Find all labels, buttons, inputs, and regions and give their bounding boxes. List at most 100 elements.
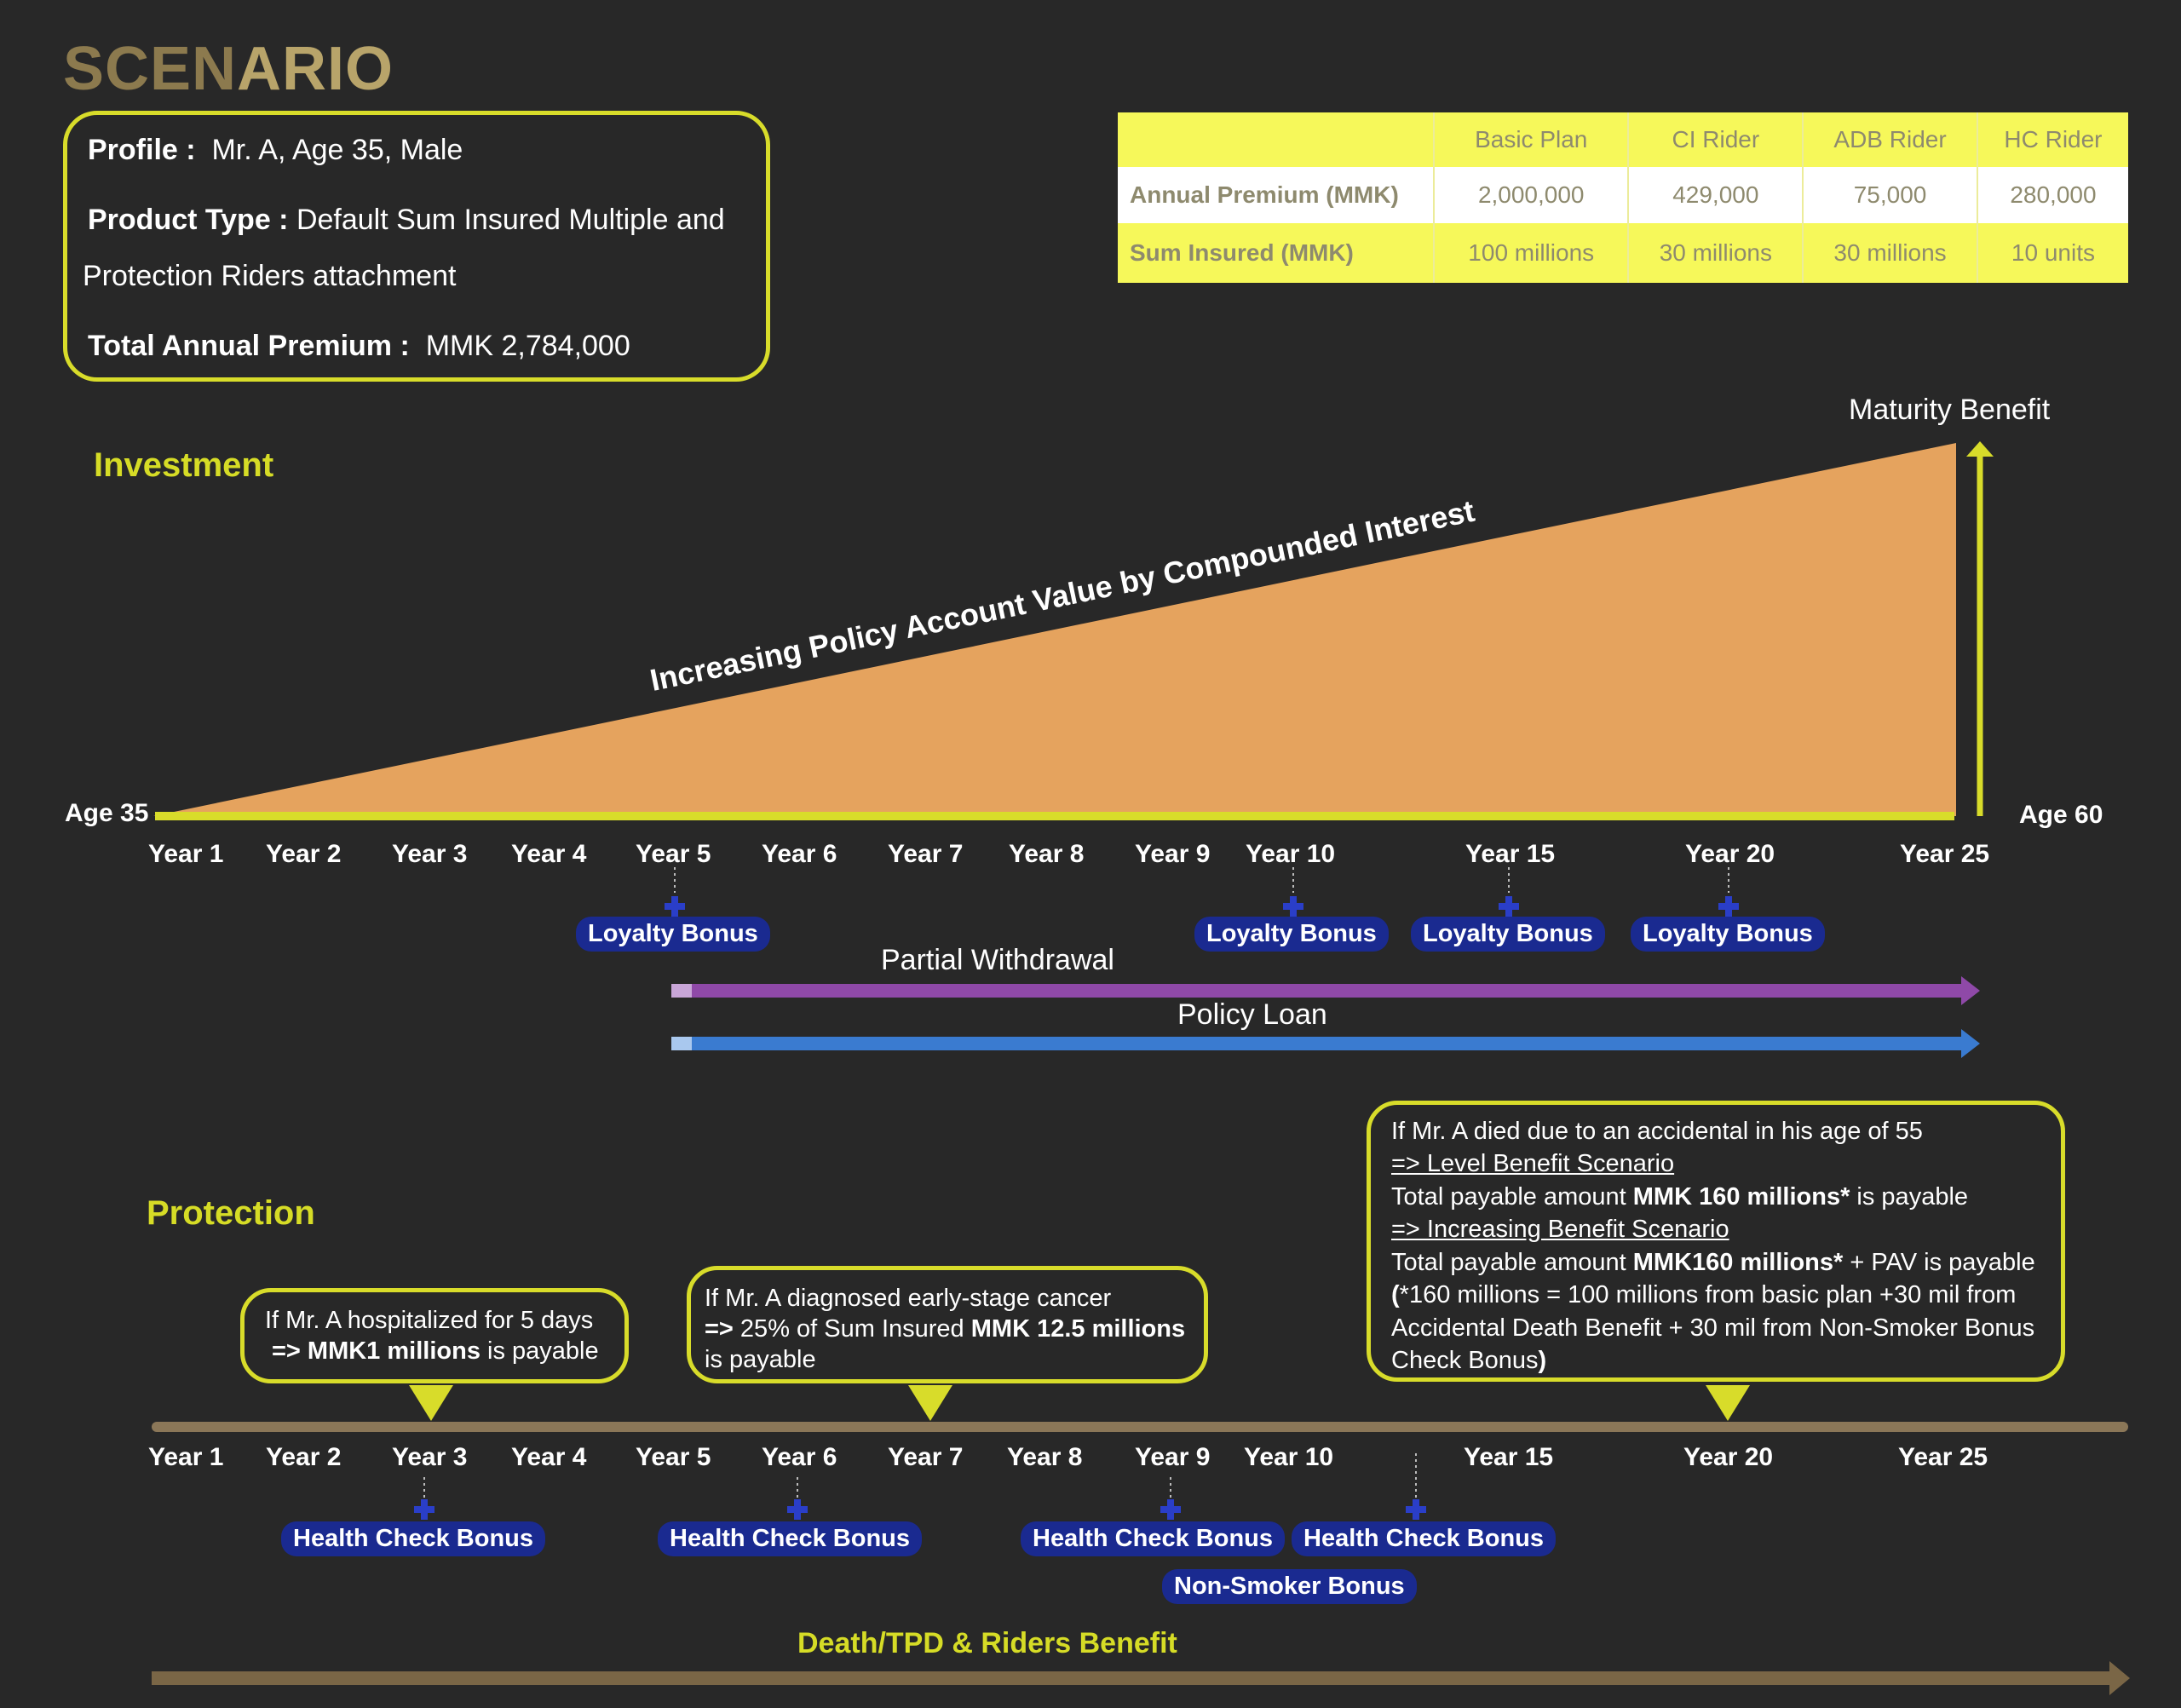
plus-icon [1160, 1499, 1181, 1520]
row-label: Sum Insured (MMK) [1118, 223, 1435, 283]
plus-icon [1499, 896, 1519, 917]
plus-icon [1406, 1499, 1426, 1520]
loyalty-bonus-badge: Loyalty Bonus [1411, 917, 1605, 952]
death-benefit-bar [152, 1671, 2115, 1685]
year-label: Year 9 [1135, 840, 1211, 868]
year-label: Year 1 [148, 840, 224, 868]
table-cell: 30 millions [1803, 223, 1978, 283]
accident-callout: If Mr. A died due to an accidental in hi… [1367, 1101, 2065, 1382]
table-header-cell: Basic Plan [1434, 112, 1630, 167]
plus-icon [665, 896, 685, 917]
table-row: Sum Insured (MMK) 100 millions 30 millio… [1118, 223, 2128, 283]
year-label: Year 6 [762, 1443, 837, 1471]
callout-text: If Mr. A hospitalized for 5 days [265, 1307, 594, 1334]
callout-pointer [409, 1385, 453, 1421]
table-row: Annual Premium (MMK) 2,000,000 429,000 7… [1118, 167, 2128, 223]
callout-text: Total payable amount MMK160 millions* + … [1391, 1249, 2035, 1276]
year-label: Year 25 [1900, 840, 1990, 868]
maturity-benefit-label: Maturity Benefit [1849, 394, 2051, 426]
death-benefit-arrowhead [2109, 1661, 2130, 1695]
profile-line: Profile : Mr. A, Age 35, Male [88, 134, 463, 166]
callout-text: If Mr. A diagnosed early-stage cancer [705, 1285, 1112, 1312]
year-label: Year 1 [148, 1443, 224, 1471]
health-check-bonus-badge: Health Check Bonus [281, 1521, 545, 1556]
year-label: Year 4 [511, 1443, 587, 1471]
year-label: Year 6 [762, 840, 837, 868]
non-smoker-bonus-badge: Non-Smoker Bonus [1162, 1569, 1417, 1604]
callout-text: Accidental Death Benefit + 30 mil from N… [1391, 1314, 2035, 1342]
year-label: Year 3 [392, 840, 468, 868]
year-label: Year 10 [1244, 1443, 1334, 1471]
product-type-line-2: Protection Riders attachment [83, 260, 457, 292]
year-label: Year 10 [1246, 840, 1336, 868]
year-label: Year 2 [266, 1443, 342, 1471]
loyalty-bonus-badge: Loyalty Bonus [1194, 917, 1389, 952]
table-cell: 75,000 [1803, 167, 1978, 223]
year-label: Year 7 [888, 840, 964, 868]
cancer-callout: If Mr. A diagnosed early-stage cancer =>… [687, 1266, 1208, 1383]
table-header-cell: ADB Rider [1803, 112, 1978, 167]
year-label: Year 15 [1465, 840, 1556, 868]
year-label: Year 9 [1135, 1443, 1211, 1471]
year-label: Year 3 [392, 1443, 468, 1471]
death-benefit-label: Death/TPD & Riders Benefit [797, 1627, 1177, 1659]
table-cell: 280,000 [1977, 167, 2128, 223]
health-check-bonus-badge: Health Check Bonus [658, 1521, 922, 1556]
table-cell: 2,000,000 [1434, 167, 1630, 223]
age-end-label: Age 60 [2019, 801, 2103, 829]
investment-section-label: Investment [94, 446, 274, 484]
year-label: Year 5 [636, 840, 711, 868]
loyalty-bonus-badge: Loyalty Bonus [1631, 917, 1825, 952]
callout-text: (*160 millions = 100 millions from basic… [1391, 1281, 2017, 1308]
page-title: SCENARIO [63, 35, 394, 103]
callout-pointer [908, 1385, 952, 1421]
year-label: Year 8 [1009, 840, 1085, 868]
plus-icon [1718, 896, 1739, 917]
callout-text: => Level Benefit Scenario [1391, 1150, 1675, 1177]
year-label: Year 20 [1685, 840, 1775, 868]
profile-box: Profile : Mr. A, Age 35, Male Product Ty… [63, 111, 770, 382]
hospital-callout: If Mr. A hospitalized for 5 days => MMK1… [240, 1288, 629, 1383]
policy-loan-arrowhead [1961, 1029, 1980, 1058]
partial-withdrawal-start [671, 984, 692, 998]
callout-text: If Mr. A died due to an accidental in hi… [1391, 1118, 1923, 1145]
callout-text: => Increasing Benefit Scenario [1391, 1216, 1729, 1243]
year-label: Year 5 [636, 1443, 711, 1471]
premium-table-header: Basic Plan CI Rider ADB Rider HC Rider [1118, 112, 2128, 167]
year-label: Year 20 [1683, 1443, 1774, 1471]
loyalty-bonus-badge: Loyalty Bonus [576, 917, 770, 952]
table-cell: 429,000 [1628, 167, 1804, 223]
year-label: Year 8 [1007, 1443, 1083, 1471]
age-start-label: Age 35 [65, 799, 149, 827]
row-label: Annual Premium (MMK) [1118, 167, 1435, 223]
partial-withdrawal-arrowhead [1961, 976, 1980, 1005]
table-cell: 30 millions [1628, 223, 1804, 283]
partial-withdrawal-label: Partial Withdrawal [881, 944, 1114, 976]
table-cell: 100 millions [1434, 223, 1630, 283]
health-check-bonus-badge: Health Check Bonus [1292, 1521, 1556, 1556]
maturity-arrow-head [1966, 441, 1994, 457]
plus-icon [787, 1499, 808, 1520]
year-label: Year 4 [511, 840, 587, 868]
callout-text: => MMK1 millions is payable [272, 1337, 599, 1365]
product-type-line: Product Type : Default Sum Insured Multi… [88, 204, 725, 236]
policy-loan-label: Policy Loan [1177, 998, 1327, 1031]
policy-loan-start [671, 1037, 692, 1050]
policy-value-triangle [153, 443, 1956, 816]
callout-text: Total payable amount MMK 160 millions* i… [1391, 1183, 1969, 1211]
callout-text: is payable [705, 1346, 816, 1373]
plus-icon [414, 1499, 434, 1520]
callout-pointer [1706, 1385, 1750, 1421]
table-header-cell: CI Rider [1628, 112, 1804, 167]
policy-loan-bar [692, 1037, 1961, 1050]
year-label: Year 7 [888, 1443, 964, 1471]
callout-text: => 25% of Sum Insured MMK 12.5 millions [705, 1315, 1186, 1343]
year-label: Year 2 [266, 840, 342, 868]
protection-section-label: Protection [147, 1194, 315, 1232]
premium-table: Basic Plan CI Rider ADB Rider HC Rider A… [1118, 112, 2128, 283]
table-header-cell [1118, 112, 1435, 167]
plus-icon [1283, 896, 1303, 917]
partial-withdrawal-bar [692, 984, 1961, 998]
table-cell: 10 units [1977, 223, 2128, 283]
